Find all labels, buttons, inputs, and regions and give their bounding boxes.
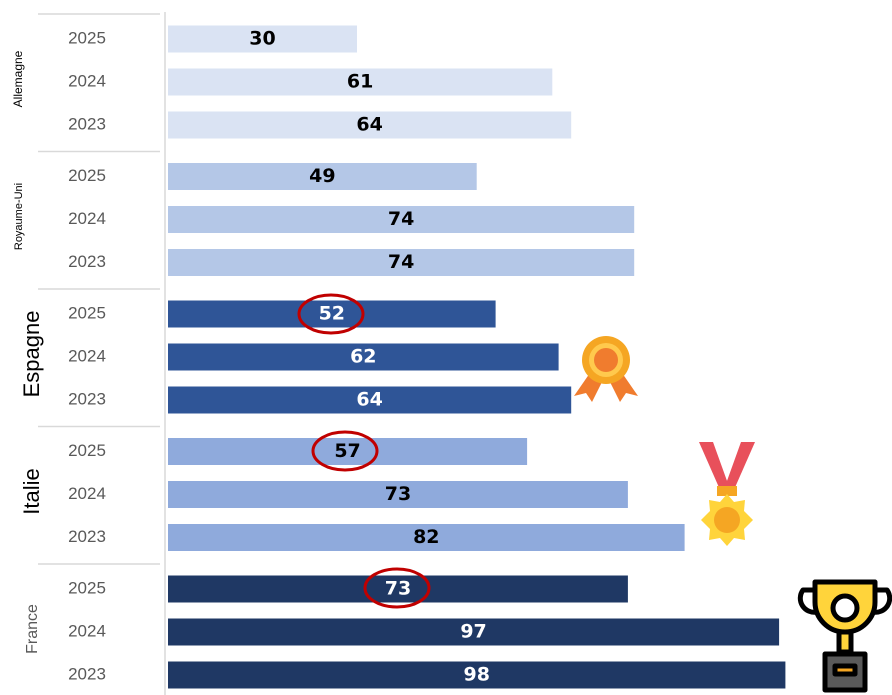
silver-medal xyxy=(699,442,755,546)
highlight-circle xyxy=(363,567,431,609)
year-label: 2024 xyxy=(68,71,106,90)
year-label: 2025 xyxy=(68,578,106,597)
bar xyxy=(168,386,572,414)
trophy xyxy=(797,579,892,693)
bar xyxy=(168,575,628,603)
year-label: 2023 xyxy=(68,114,106,133)
year-label: 2025 xyxy=(68,166,106,185)
value-label: 52 xyxy=(319,303,345,325)
value-label: 64 xyxy=(356,389,382,411)
bar xyxy=(168,524,685,551)
bar xyxy=(168,206,635,233)
group-label: Royaume-Uni xyxy=(13,183,25,250)
bars-layer: Allemagne 2025 30 2024 61 2023 64 Royaume-Uni 20… xyxy=(11,12,786,695)
value-label: 73 xyxy=(385,578,411,600)
year-label: 2025 xyxy=(68,28,106,47)
year-label: 2025 xyxy=(68,441,106,460)
year-label: 2024 xyxy=(68,209,106,228)
value-label: 97 xyxy=(460,621,486,643)
value-label: 57 xyxy=(334,440,360,462)
year-label: 2023 xyxy=(68,389,106,408)
group-label: Italie xyxy=(19,468,44,514)
bar xyxy=(168,249,635,276)
bar xyxy=(168,163,477,190)
year-label: 2023 xyxy=(68,527,106,546)
bar xyxy=(168,618,780,646)
highlight-circle xyxy=(311,430,379,472)
value-label: 82 xyxy=(413,526,439,548)
group-label: Espagne xyxy=(19,311,44,398)
year-label: 2024 xyxy=(68,346,106,365)
group-label: Allemagne xyxy=(11,50,25,107)
value-label: 62 xyxy=(350,346,376,368)
value-label: 64 xyxy=(356,114,382,136)
year-label: 2023 xyxy=(68,252,106,271)
value-label: 98 xyxy=(463,664,489,686)
year-label: 2023 xyxy=(68,664,106,683)
value-label: 73 xyxy=(385,483,411,505)
year-label: 2025 xyxy=(68,303,106,322)
value-label: 30 xyxy=(249,28,275,50)
bar xyxy=(168,481,628,508)
bar xyxy=(168,68,553,96)
value-label: 61 xyxy=(347,71,373,93)
bronze-medal xyxy=(574,336,638,402)
highlight-circle xyxy=(297,293,365,335)
value-label: 74 xyxy=(388,251,414,273)
value-label: 74 xyxy=(388,208,414,230)
bar xyxy=(168,300,496,328)
highlights xyxy=(297,293,431,609)
year-label: 2024 xyxy=(68,484,106,503)
bar xyxy=(168,25,357,53)
bar xyxy=(168,111,572,139)
group-label: France xyxy=(24,604,41,654)
value-label: 49 xyxy=(309,165,335,187)
year-label: 2024 xyxy=(68,621,106,640)
bar xyxy=(168,661,786,689)
bar xyxy=(168,343,559,371)
bar xyxy=(168,438,528,465)
